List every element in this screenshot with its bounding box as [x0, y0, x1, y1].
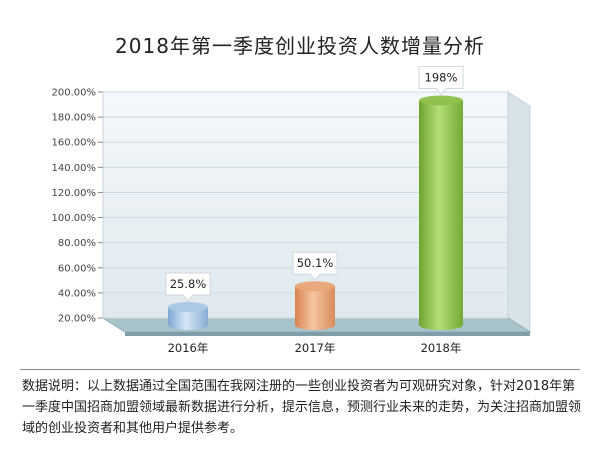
- chart-floor-edge: [125, 332, 530, 336]
- bar-body: [168, 307, 208, 330]
- x-axis-labels: 2016年 2017年 2018年: [168, 341, 462, 355]
- divider: [20, 369, 580, 370]
- data-label: 50.1%: [297, 256, 334, 270]
- y-tick-label: 80.00%: [58, 238, 96, 249]
- y-tick-label: 140.00%: [52, 163, 97, 174]
- bar-2017年: [295, 281, 335, 330]
- data-label-box: 198%: [418, 66, 464, 96]
- x-tick-label: 2018年: [421, 341, 462, 355]
- bar-chart: 20.00% 40.00% 60.00% 80.00% 100.00% 120.00% 14…: [52, 66, 532, 355]
- y-tick-label: 180.00%: [52, 113, 97, 124]
- y-tick-label: 20.00%: [58, 314, 96, 325]
- data-label-box: 50.1%: [292, 251, 338, 281]
- bar-top: [295, 281, 335, 292]
- data-label-bubble: [418, 66, 464, 96]
- bar-top: [168, 302, 208, 312]
- y-axis-ticks: 20.00% 40.00% 60.00% 80.00% 100.00% 120.00% 14…: [52, 88, 97, 325]
- y-tick-label: 160.00%: [52, 138, 97, 149]
- bar-2016年: [168, 302, 208, 330]
- x-tick-label: 2017年: [295, 341, 336, 355]
- bar-body: [295, 286, 335, 330]
- y-tick-label: 120.00%: [52, 188, 97, 199]
- bar-body: [419, 100, 463, 330]
- y-tick-label: 100.00%: [52, 213, 97, 224]
- footnote: 数据说明：以上数据通过全国范围在我网注册的一些创业投资者为可观研究对象，针对20…: [22, 379, 582, 436]
- y-tick-label: 200.00%: [52, 88, 97, 99]
- bar-2018年: [419, 95, 463, 330]
- data-label: 25.8%: [170, 277, 207, 291]
- chart-title: 2018年第一季度创业投资人数增量分析: [115, 34, 485, 58]
- data-label: 198%: [425, 71, 458, 85]
- y-tick-label: 40.00%: [58, 288, 96, 299]
- data-label-bubble: [165, 272, 211, 302]
- chart-side-wall: [507, 91, 531, 333]
- bar-top: [419, 95, 463, 106]
- y-tick-label: 60.00%: [58, 263, 96, 274]
- data-label-bubble: [292, 251, 338, 281]
- data-label-box: 25.8%: [165, 272, 211, 302]
- x-tick-label: 2016年: [168, 341, 209, 355]
- bars: 25.8% 50.1% 198%: [165, 66, 464, 330]
